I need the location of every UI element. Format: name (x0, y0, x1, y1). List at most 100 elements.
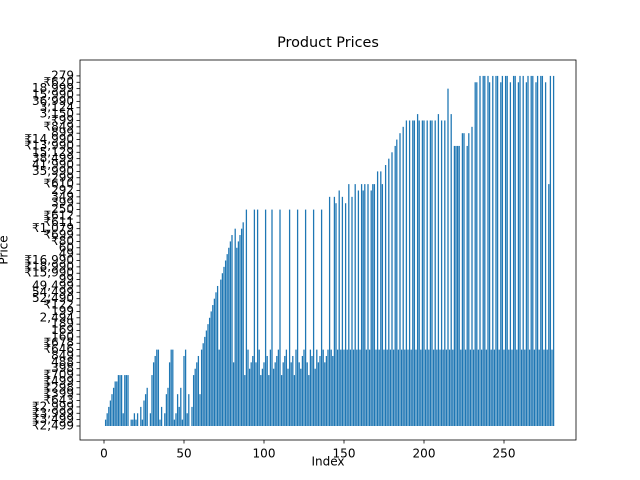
y-tick-label: 279 (51, 68, 74, 82)
bar (319, 355, 321, 426)
bar (338, 190, 340, 426)
bar (223, 266, 225, 426)
bar (498, 349, 500, 426)
y-tick-label: 18,999 (32, 81, 74, 95)
bar (237, 241, 240, 426)
y-tick-label: 49,499 (32, 278, 74, 292)
bar (151, 375, 153, 426)
bar (450, 114, 452, 426)
bar (112, 387, 115, 426)
chart-title: Product Prices (277, 35, 379, 51)
bar (392, 349, 395, 426)
y-tick-label: ₹122 (43, 298, 74, 312)
y-tick-label: 15,990 (32, 88, 74, 102)
y-tick-label: ₹99 (51, 113, 74, 127)
bar (261, 368, 264, 426)
y-tick-label: ₹1,079 (32, 221, 74, 235)
x-tick-label: 200 (413, 447, 436, 461)
bar (468, 133, 470, 426)
bar (306, 362, 308, 426)
bar (205, 330, 208, 426)
bar (200, 349, 203, 426)
bar (290, 362, 292, 426)
bar (447, 88, 449, 426)
bar (367, 184, 369, 426)
bar (434, 120, 436, 426)
bar (543, 349, 545, 426)
bar (157, 349, 160, 426)
bar (354, 184, 356, 426)
bar (202, 343, 204, 426)
bar (496, 75, 499, 426)
y-tick-label: ₹678 (43, 336, 74, 350)
bar (386, 349, 388, 426)
y-tick-label: 36,990 (32, 94, 74, 108)
bar (522, 75, 524, 426)
y-tick-label: ₹2,999 (32, 399, 74, 413)
y-tick-label: 3,124 (40, 100, 74, 114)
bar (476, 82, 478, 426)
bar (445, 349, 448, 426)
bar (220, 279, 222, 426)
bar (301, 355, 304, 426)
bar (442, 349, 444, 426)
bar (192, 375, 195, 426)
bar (383, 349, 385, 426)
bar (146, 387, 148, 426)
bar (111, 394, 113, 426)
y-axis-label: Price (0, 235, 11, 264)
y-tick-label: 199 (51, 304, 74, 318)
bar (242, 222, 244, 426)
bar (503, 349, 505, 426)
bar (263, 362, 265, 426)
bar (228, 247, 230, 426)
bar (492, 75, 494, 426)
bar (304, 209, 307, 426)
bar (130, 419, 132, 426)
bar (532, 75, 534, 426)
bar (173, 419, 176, 426)
bar (490, 349, 492, 426)
bar (416, 114, 419, 426)
bar (389, 349, 392, 426)
bar (365, 349, 368, 426)
bar (471, 126, 473, 426)
bar (296, 209, 299, 426)
y-tick-label: ₹18,990 (24, 259, 74, 273)
bar (197, 355, 200, 426)
bar (426, 120, 428, 426)
bar (215, 292, 217, 426)
bar (440, 120, 443, 426)
bar (216, 285, 219, 426)
bar (170, 349, 172, 426)
bar (482, 75, 484, 426)
bar (357, 190, 360, 426)
y-tick-label: ₹3,499 (32, 412, 74, 426)
bar (140, 406, 142, 426)
bar (464, 349, 467, 426)
bar (229, 241, 232, 426)
bar (463, 133, 465, 426)
bar (495, 75, 497, 426)
bar (335, 203, 337, 426)
bar (551, 349, 553, 426)
bar (421, 120, 424, 426)
bar (540, 75, 542, 426)
bar (124, 375, 126, 426)
y-tick-label: 398 (51, 361, 74, 375)
bar (360, 184, 363, 426)
bar (384, 165, 387, 426)
bar (525, 82, 528, 426)
bar (504, 75, 507, 426)
bar (268, 375, 270, 426)
bar (277, 349, 280, 426)
bar (552, 75, 555, 426)
bar (245, 209, 248, 426)
bar (378, 349, 380, 426)
bar (399, 133, 401, 426)
bar (330, 349, 332, 426)
bar (431, 120, 433, 426)
bar (432, 349, 435, 426)
y-tick-label: ₹15,990 (24, 266, 74, 280)
